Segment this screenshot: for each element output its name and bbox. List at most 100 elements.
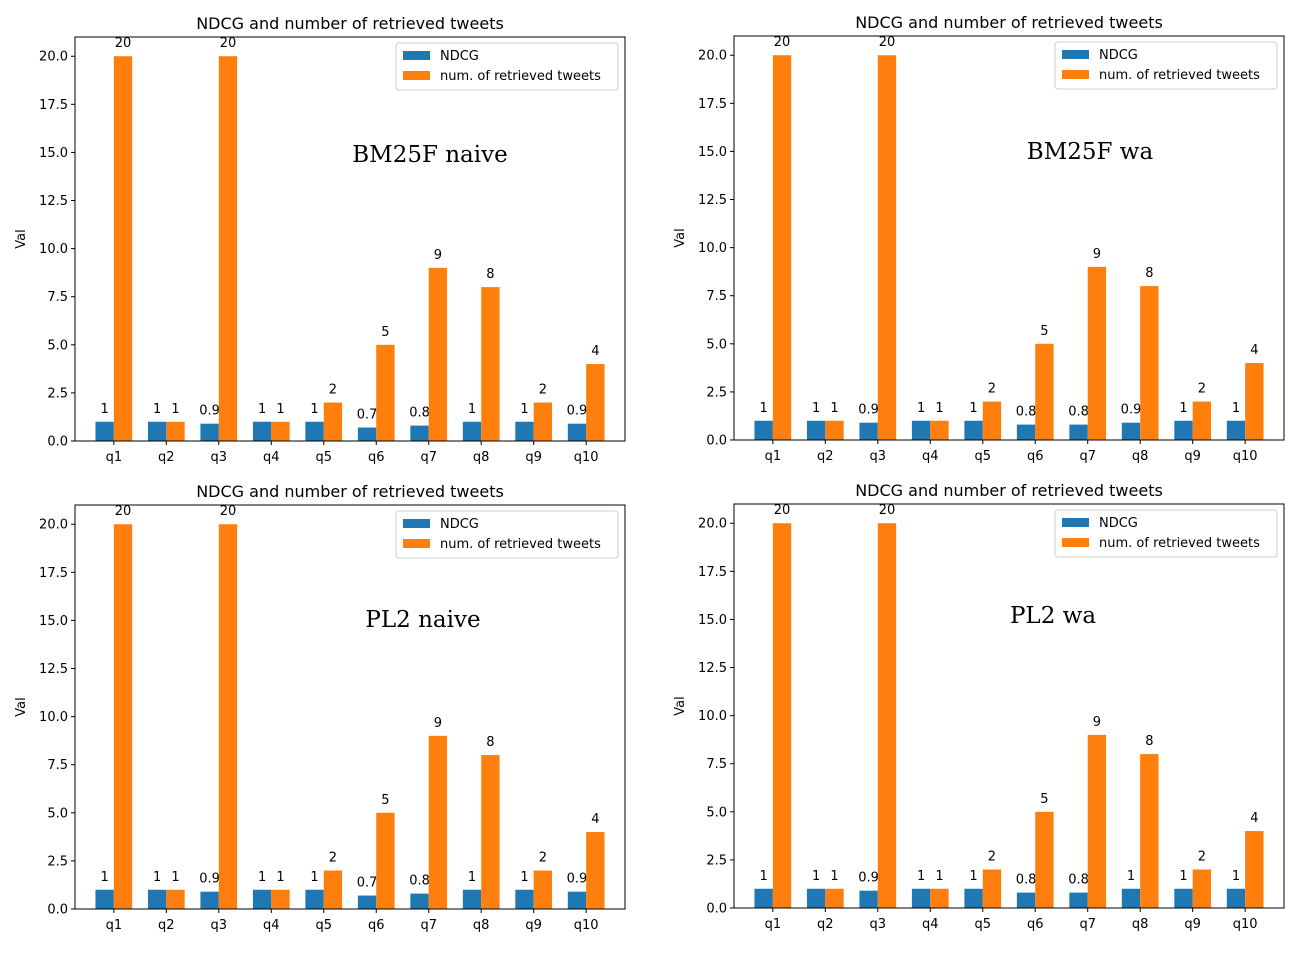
y-tick-label: 2.5 [47,386,68,401]
legend-label-ndcg: NDCG [1099,516,1138,531]
legend-swatch-ndcg [1062,50,1089,59]
legend-label-ndcg: NDCG [440,517,479,532]
retrieved-label-q10: 4 [1250,343,1258,358]
ndcg-label-q10: 0.9 [567,872,588,887]
retrieved-bar-q9 [1192,401,1212,440]
retrieved-label-q8: 8 [1145,734,1153,749]
x-tick-label: q6 [1027,449,1044,464]
ndcg-bar-q2 [147,421,167,441]
y-axis-label: Val [673,228,688,247]
ndcg-bar-q3 [859,890,878,908]
retrieved-bar-q2 [166,421,185,441]
ndcg-bar-q5 [305,421,324,441]
y-axis-label: Val [14,229,29,248]
retrieved-bar-q1 [772,523,792,908]
retrieved-bar-q7 [1087,266,1107,440]
legend-box [395,42,619,91]
subplot-2: 1 1 0.9 1 1 0.8 0.8 0.9 1 12012012598240.02.55.07… [673,13,1285,464]
retrieved-label-q3: 20 [220,504,237,519]
y-tick-label: 0.0 [47,903,68,918]
legend-label-ndcg: NDCG [440,49,479,64]
legend-box [395,510,619,559]
ndcg-label-q5: 1 [969,401,977,416]
retrieved-label-q5: 2 [988,850,996,865]
ndcg-label-q7: 0.8 [409,874,430,889]
ndcg-bar-q2 [806,888,826,908]
axes-frame [733,503,1285,909]
legend-label-ndcg: NDCG [1099,48,1138,63]
x-tick-label: q9 [1184,449,1201,464]
x-tick-label: q6 [1027,917,1044,932]
x-tick-label: q7 [420,450,437,465]
ndcg-label-q9: 1 [1179,401,1187,416]
ndcg-label-q3: 0.9 [858,871,879,886]
retrieved-bar-q8 [481,287,500,441]
y-tick-label: 20.0 [39,50,68,65]
x-tick-label: q8 [1132,917,1149,932]
y-tick-label: 15.0 [39,614,68,629]
y-axis-label: Val [673,696,688,715]
retrieved-bar-q4 [271,421,290,441]
retrieved-bar-q2 [166,889,185,909]
legend-swatch-retrieved [1062,70,1089,79]
ndcg-bar-q4 [252,889,272,909]
retrieved-label-q2: 1 [830,869,838,884]
x-tick-label: q8 [473,918,490,933]
ndcg-label-q8: 1 [1127,869,1135,884]
retrieved-label-q5: 2 [988,382,996,397]
retrieved-bar-q9 [533,402,553,441]
x-tick-label: q4 [263,450,280,465]
retrieved-label-q9: 2 [539,383,547,398]
chart-title: NDCG and number of retrieved tweets [855,481,1163,500]
ndcg-bar-q8 [1121,888,1141,908]
retrieved-bar-q7 [428,267,448,441]
retrieved-label-q5: 2 [329,851,337,866]
legend: NDCG num. of retrieved tweets [395,510,619,559]
y-tick-label: 12.5 [698,661,727,676]
ndcg-label-q5: 1 [310,402,318,417]
y-tick-label: 7.5 [47,758,68,773]
legend-label-retrieved: num. of retrieved tweets [440,69,601,84]
ndcg-label-q6: 0.8 [1016,873,1037,888]
x-tick-label: q4 [922,449,939,464]
axes-frame [74,504,626,910]
retrieved-bar-q9 [533,870,553,909]
retrieved-bar-q4 [930,888,949,908]
x-tick-label: q5 [974,917,991,932]
ndcg-bar-q3 [200,423,219,441]
ndcg-label-q6: 0.7 [357,876,378,891]
y-tick-label: 0.0 [47,435,68,450]
ndcg-bar-q5 [964,420,983,440]
ndcg-label-q10: 1 [1232,401,1240,416]
y-tick-label: 15.0 [698,145,727,160]
retrieved-bar-q2 [825,420,844,440]
ndcg-label-q1: 1 [760,869,768,884]
ndcg-label-q8: 1 [468,870,476,885]
x-tick-label: q9 [525,918,542,933]
legend-swatch-retrieved [403,71,430,80]
retrieved-bar-q9 [1192,869,1212,908]
ndcg-label-q4: 1 [917,869,925,884]
retrieved-bar-q4 [271,889,290,909]
ndcg-bar-q4 [911,420,931,440]
retrieved-bar-q5 [982,401,1002,440]
retrieved-bar-q10 [1245,831,1264,908]
x-tick-label: q4 [922,917,939,932]
ndcg-bar-q5 [305,889,324,909]
retrieved-bar-q7 [428,735,448,909]
retrieved-label-q10: 4 [591,812,599,827]
y-tick-label: 17.5 [39,98,68,113]
ndcg-label-q3: 0.9 [199,872,220,887]
retrieved-label-q2: 1 [830,401,838,416]
chart-annotation: PL2 naive [365,607,480,633]
ndcg-bar-q9 [1174,420,1193,440]
retrieved-label-q1: 20 [774,35,791,50]
ndcg-bar-q9 [515,889,534,909]
ndcg-label-q10: 0.9 [567,404,588,419]
retrieved-bar-q10 [586,364,605,441]
ndcg-bar-q5 [964,888,983,908]
retrieved-bar-q3 [218,524,238,909]
y-tick-label: 2.5 [706,385,727,400]
legend-swatch-ndcg [1062,518,1089,527]
